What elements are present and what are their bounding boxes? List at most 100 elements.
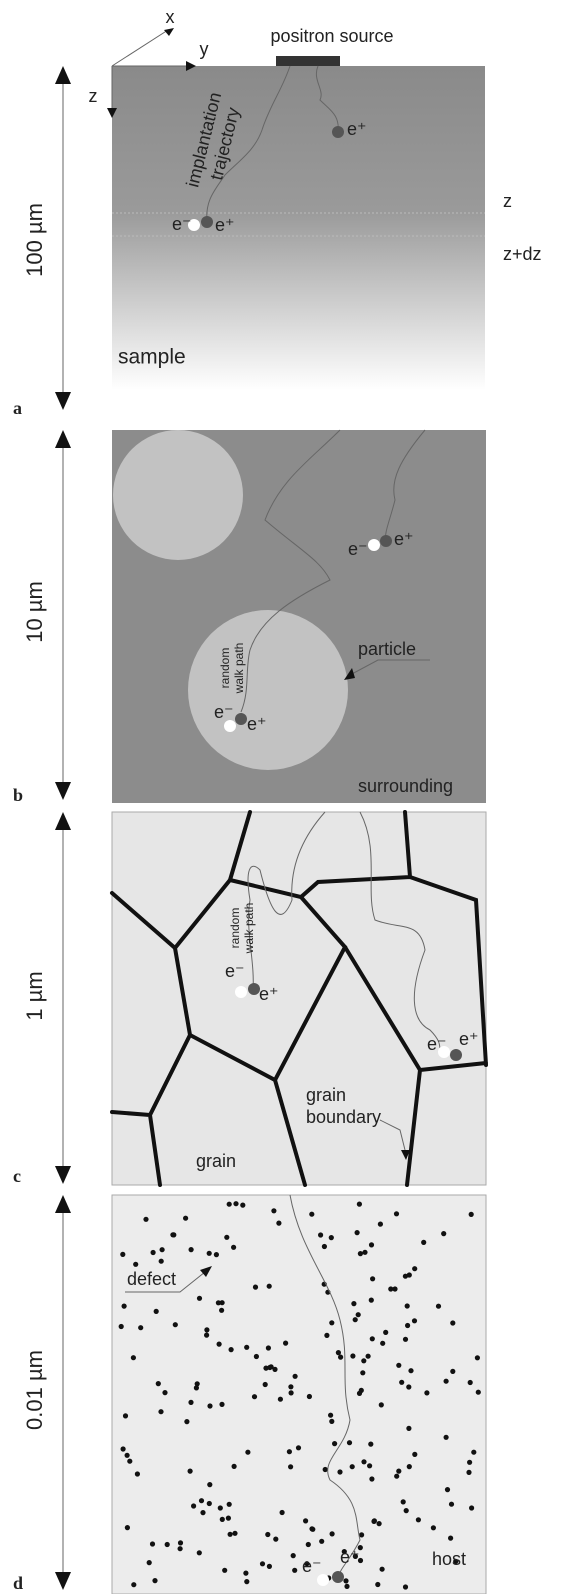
- scale-label: 10 µm: [22, 581, 47, 643]
- defect-dot: [379, 1402, 384, 1407]
- positron-label: e⁺: [259, 984, 279, 1004]
- defect-dot: [436, 1304, 441, 1309]
- defect-dot: [207, 1403, 212, 1408]
- defect-dot: [178, 1546, 183, 1551]
- defect-dot: [353, 1317, 358, 1322]
- axis-label: z: [89, 86, 98, 106]
- defect-dot: [448, 1536, 453, 1541]
- defect-dot: [165, 1542, 170, 1547]
- defect-dot: [476, 1390, 481, 1395]
- scale-label: 1 µm: [22, 971, 47, 1020]
- defect-dot: [450, 1320, 455, 1325]
- defect-dot: [319, 1539, 324, 1544]
- walk-label: random: [228, 908, 242, 949]
- electron-label: e⁻: [302, 1556, 322, 1576]
- defect-dot: [344, 1584, 349, 1589]
- defect-dot: [273, 1537, 278, 1542]
- scale-arrows: [55, 66, 71, 1590]
- defect-dot: [232, 1464, 237, 1469]
- defect-dot: [405, 1303, 410, 1308]
- defect-dot: [416, 1517, 421, 1522]
- defect-dot: [356, 1312, 361, 1317]
- defect-dot: [471, 1450, 476, 1455]
- defect-dot: [220, 1517, 225, 1522]
- defect-dot: [369, 1476, 374, 1481]
- defect-dot: [240, 1203, 245, 1208]
- defect-dot: [412, 1318, 417, 1323]
- defect-dot: [338, 1355, 343, 1360]
- grain-label: grain: [196, 1151, 236, 1171]
- defect-dot: [131, 1582, 136, 1587]
- axis-label: y: [200, 39, 209, 59]
- defect-dot: [123, 1413, 128, 1418]
- defect-dot: [143, 1217, 148, 1222]
- defect-dot: [324, 1333, 329, 1338]
- defect-dot: [216, 1300, 221, 1305]
- depth-label: z+dz: [503, 244, 542, 264]
- defect-dot: [184, 1419, 189, 1424]
- defect-dot: [404, 1508, 409, 1513]
- electron-label: e⁻: [225, 961, 245, 981]
- defect-dot: [350, 1353, 355, 1358]
- defect-dot: [204, 1327, 209, 1332]
- defect-dot: [244, 1579, 249, 1584]
- defect-dot: [207, 1251, 212, 1256]
- walk-label: walk path: [242, 903, 256, 955]
- panel-c: [112, 812, 486, 1185]
- defect-dot: [151, 1250, 156, 1255]
- defect-dot: [188, 1400, 193, 1405]
- defect-dot: [383, 1330, 388, 1335]
- defect-dot: [351, 1301, 356, 1306]
- walk-label: random: [218, 648, 232, 689]
- defect-dot: [343, 1578, 348, 1583]
- defect-dot: [135, 1471, 140, 1476]
- defect-dot: [357, 1391, 362, 1396]
- defect-dot: [445, 1487, 450, 1492]
- defect-dot: [329, 1235, 334, 1240]
- defect-dot: [219, 1308, 224, 1313]
- positron-label: e⁺: [340, 1547, 360, 1567]
- defect-dot: [337, 1469, 342, 1474]
- defect-dot: [125, 1453, 130, 1458]
- walk-label: walk path: [232, 643, 246, 695]
- defect-dot: [154, 1309, 159, 1314]
- defect-dot: [303, 1518, 308, 1523]
- defect-dot: [469, 1505, 474, 1510]
- defect-dot: [200, 1510, 205, 1515]
- defect-dot: [358, 1251, 363, 1256]
- defect-dot: [288, 1464, 293, 1469]
- defect-dot: [265, 1532, 270, 1537]
- defect-dot: [228, 1532, 233, 1537]
- defect-dot: [218, 1505, 223, 1510]
- defect-dot: [222, 1568, 227, 1573]
- defect-dot: [412, 1266, 417, 1271]
- defect-dot: [160, 1247, 165, 1252]
- defect-dot: [361, 1358, 366, 1363]
- defect-dot: [189, 1247, 194, 1252]
- defect-dot: [370, 1336, 375, 1341]
- defect-dot: [188, 1469, 193, 1474]
- defect-dot: [138, 1325, 143, 1330]
- defect-dot: [367, 1463, 372, 1468]
- defect-dot: [361, 1459, 366, 1464]
- axis-label: x: [166, 7, 175, 27]
- defect-dot: [296, 1445, 301, 1450]
- defect-dot: [244, 1345, 249, 1350]
- defect-dot: [291, 1553, 296, 1558]
- defect-dot: [378, 1222, 383, 1227]
- defect-dot: [396, 1469, 401, 1474]
- defect-dot: [231, 1245, 236, 1250]
- defect-dot: [162, 1390, 167, 1395]
- defect-dot: [269, 1364, 274, 1369]
- defect-dot: [407, 1272, 412, 1277]
- defect-dot: [444, 1435, 449, 1440]
- defect-dot: [287, 1449, 292, 1454]
- defect-dot: [407, 1464, 412, 1469]
- defect-dot: [152, 1578, 157, 1583]
- electron-label: e⁻: [214, 702, 234, 722]
- defect-dot: [403, 1584, 408, 1589]
- defect-dot: [307, 1394, 312, 1399]
- defect-dot: [147, 1560, 152, 1565]
- defect-dot: [278, 1397, 283, 1402]
- defect-dot: [475, 1355, 480, 1360]
